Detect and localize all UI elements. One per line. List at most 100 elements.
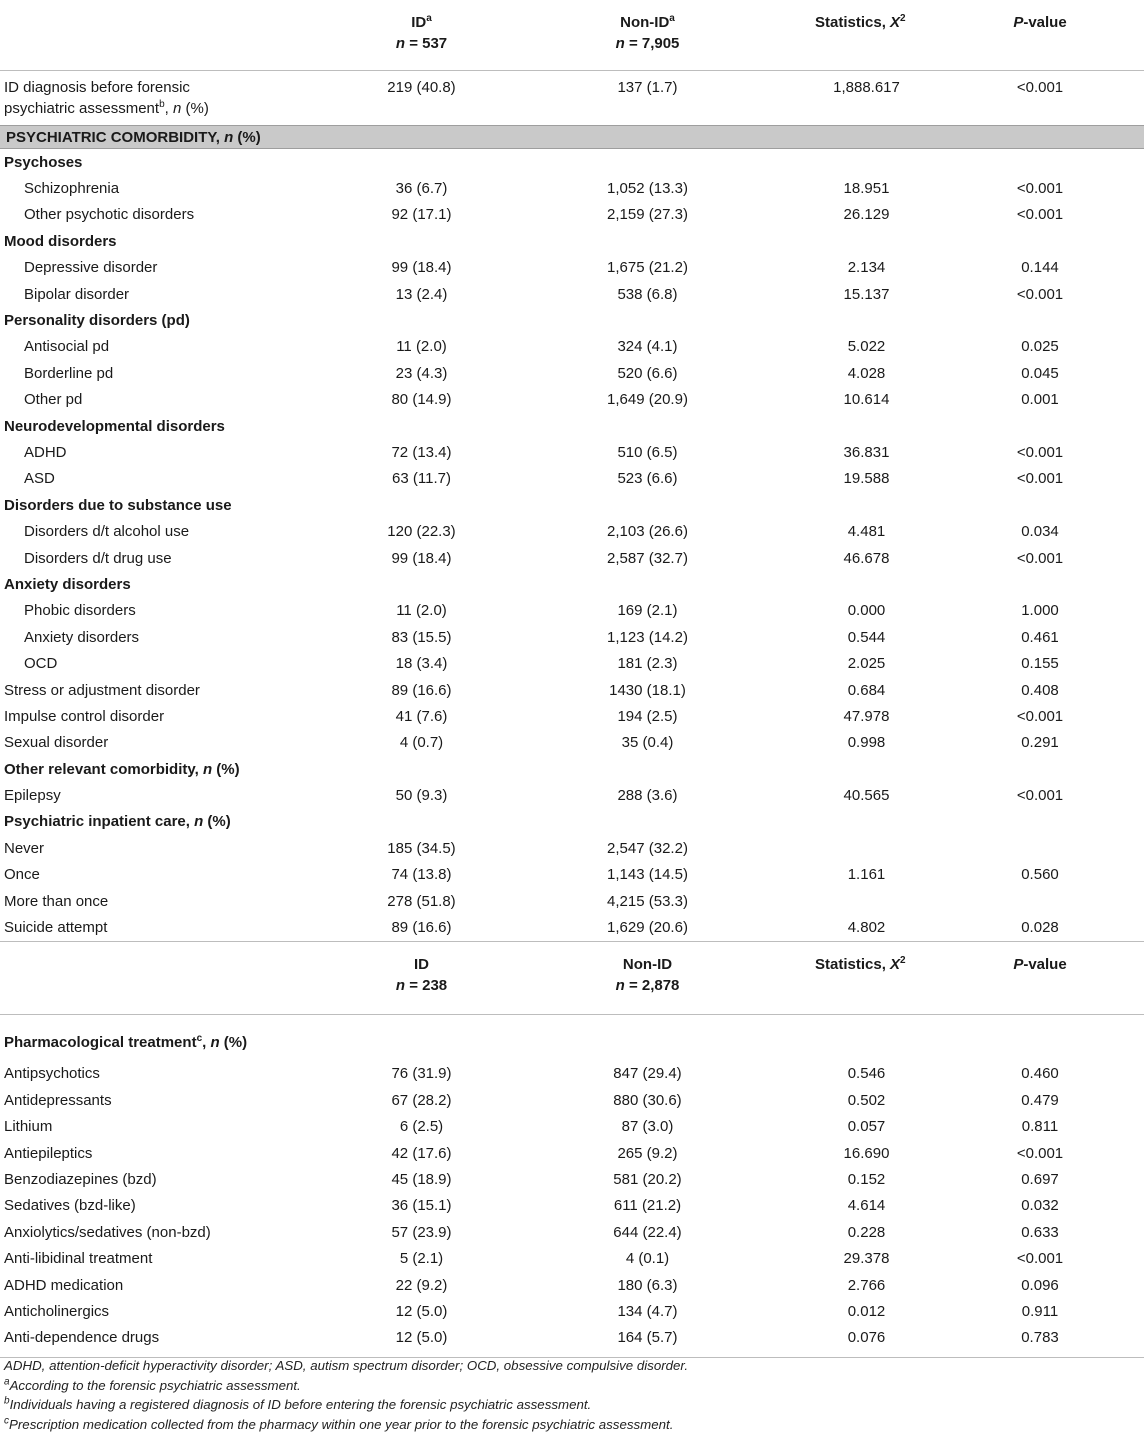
cell-id: 11 (2.0) [396, 602, 447, 620]
cell-stat: 0.012 [847, 1302, 886, 1320]
cell-id: 45 (18.9) [391, 1170, 452, 1188]
cell-stat: 0.057 [847, 1118, 886, 1136]
cell-id: 99 (18.4) [391, 259, 452, 277]
table-row-sedatives-bzd-like: Sedatives (bzd-like) 36 (15.1) 611 (21.2) 4… [0, 1193, 1144, 1219]
cell-nonid: 520 (6.6) [617, 364, 678, 382]
cell-nonid: 134 (4.7) [617, 1302, 678, 1320]
cell-id: 83 (15.5) [391, 628, 452, 646]
cell-id: 80 (14.9) [391, 391, 452, 409]
cell-id: 72 (13.4) [391, 443, 452, 461]
cell-id: 76 (31.9) [391, 1065, 452, 1083]
table-row-antiepileptics: Antiepileptics 42 (17.6) 265 (9.2) 16.690 <0… [0, 1140, 1144, 1166]
row-label: Impulse control disorder [4, 707, 165, 725]
cell-id: 63 (11.7) [392, 470, 451, 488]
cell-nonid: 510 (6.5) [617, 443, 678, 461]
cell-pvalue: <0.001 [1016, 787, 1064, 805]
cell-stat: 5.022 [847, 338, 886, 356]
cell-nonid: 87 (3.0) [621, 1118, 674, 1136]
cell-id: 185 (34.5) [387, 839, 456, 857]
cell-pvalue: <0.001 [1016, 470, 1064, 488]
cell-stat: 4.802 [847, 919, 886, 937]
cell-stat: 29.378 [843, 1250, 890, 1268]
cell-pvalue: <0.001 [936, 70, 1144, 126]
table-row-other-psychotic-disorders: Other psychotic disorders 92 (17.1) 2,159 … [0, 202, 1144, 228]
row-label-suffix: , n (%) [164, 100, 209, 117]
table-row-anxiety-disorders: Anxiety disorders 83 (15.5) 1,123 (14.2) 0.… [0, 624, 1144, 650]
row-label: Disorders d/t alcohol use [24, 523, 190, 541]
cell-pvalue: 0.911 [1021, 1302, 1059, 1320]
header-blank [0, 0, 345, 71]
category-row-anxiety-disorders: Anxiety disorders [0, 571, 1144, 597]
table-row-lithium: Lithium 6 (2.5) 87 (3.0) 0.057 0.811 [0, 1114, 1144, 1140]
cell-nonid: 2,103 (26.6) [607, 523, 688, 541]
cell-nonid: 1,675 (21.2) [607, 259, 688, 277]
cell-id: 89 (16.6) [391, 919, 452, 937]
table-row-depressive-disorder: Depressive disorder 99 (18.4) 1,675 (21.2)… [0, 255, 1144, 281]
cell-id: 120 (22.3) [387, 523, 456, 541]
results-table: IDa n = 537 Non-IDa n = 7,905 Statistics… [0, 0, 1144, 1359]
footnote-c: cPrescription medication collected from … [4, 1415, 1140, 1435]
cell-stat: 2.025 [847, 655, 886, 673]
cell-pvalue: 0.633 [1021, 1223, 1059, 1241]
row-label: Other psychotic disorders [24, 206, 195, 224]
table-row-suicide-attempt: Suicide attempt 89 (16.6) 1,629 (20.6) 4.80… [0, 914, 1144, 941]
footnotes: ADHD, attention-deficit hyperactivity di… [4, 1356, 1140, 1434]
header-nonid: Non-IDa n = 7,905 [498, 0, 797, 71]
cell-id: 13 (2.4) [395, 285, 448, 303]
row-label: Antisocial pd [24, 338, 110, 356]
cell-nonid: 265 (9.2) [617, 1144, 678, 1162]
footnote-c-text: Prescription medication collected from t… [9, 1416, 674, 1432]
cell-id: 42 (17.6) [391, 1144, 452, 1162]
footnote-b: bIndividuals having a registered diagnos… [4, 1395, 1140, 1415]
table-row-anti-dependence-drugs: Anti-dependence drugs 12 (5.0) 164 (5.7) 0.… [0, 1324, 1144, 1359]
cell-pvalue [936, 835, 1144, 861]
cell-pvalue: <0.001 [1016, 1250, 1064, 1268]
cell-pvalue: 0.461 [1021, 628, 1059, 646]
row-label: Sedatives (bzd-like) [4, 1197, 136, 1215]
footnote-abbrev: ADHD, attention-deficit hyperactivity di… [4, 1358, 689, 1373]
cell-pvalue: 0.034 [1021, 523, 1059, 541]
cell-id: 219 (40.8) [345, 70, 498, 126]
cell-nonid: 324 (4.1) [617, 338, 678, 356]
cell-id: 67 (28.2) [391, 1091, 452, 1109]
cell-stat [797, 888, 936, 914]
header2-nonid: Non-ID n = 2,878 [498, 940, 797, 1015]
row-label-line2: psychiatric assessment [4, 100, 160, 117]
cell-stat: 0.076 [797, 1324, 936, 1359]
row-label: Antipsychotics [4, 1065, 100, 1083]
row-label: Anti-dependence drugs [0, 1324, 345, 1359]
cell-pvalue: 0.001 [1021, 391, 1059, 409]
cell-pvalue: 0.697 [1021, 1170, 1059, 1188]
cell-stat [797, 835, 936, 861]
footnote-a-text: According to the forensic psychiatric as… [9, 1377, 301, 1393]
pharm-category-row: Pharmacological treatmentc, n (%) [0, 1014, 1144, 1061]
row-label: Anti-libidinal treatment [4, 1250, 153, 1268]
table-row-other-pd: Other pd 80 (14.9) 1,649 (20.9) 10.614 0.001 [0, 387, 1144, 413]
cell-pvalue: 0.028 [1021, 919, 1059, 937]
cell-stat: 46.678 [843, 549, 890, 567]
cell-nonid: 1,052 (13.3) [607, 180, 688, 198]
row-label: Sexual disorder [4, 734, 109, 752]
table-row-antisocial-pd: Antisocial pd 11 (2.0) 324 (4.1) 5.022 0.025 [0, 334, 1144, 360]
section-header: PSYCHIATRIC COMORBIDITY, n (%) [0, 125, 1144, 149]
row-label: Borderline pd [24, 364, 114, 382]
cell-id: 18 (3.4) [395, 655, 448, 673]
cell-stat: 2.134 [847, 259, 886, 277]
row-label: Suicide attempt [4, 919, 108, 937]
table-row-epilepsy: Epilepsy 50 (9.3) 288 (3.6) 40.565 <0.001 [0, 782, 1144, 808]
header2-nonid-n: n = 2,878 [615, 976, 680, 994]
cell-id: 278 (51.8) [387, 892, 456, 910]
cell-id: 92 (17.1) [391, 206, 452, 224]
category-label: Disorders due to substance use [4, 496, 232, 514]
cell-nonid: 1,649 (20.9) [607, 391, 688, 409]
header2-id-n: n = 238 [395, 976, 448, 994]
cell-pvalue: <0.001 [1016, 285, 1064, 303]
category-row-personality-disorders-pd: Personality disorders (pd) [0, 307, 1144, 333]
pharm-title-suffix: , n (%) [202, 1034, 248, 1052]
cell-stat: 47.978 [843, 707, 890, 725]
cell-pvalue: 0.783 [936, 1324, 1144, 1359]
cell-stat: 4.481 [847, 523, 886, 541]
table-row-anticholinergics: Anticholinergics 12 (5.0) 134 (4.7) 0.012 0.… [0, 1298, 1144, 1324]
cell-nonid: 880 (30.6) [613, 1091, 682, 1109]
cell-id: 57 (23.9) [391, 1223, 452, 1241]
